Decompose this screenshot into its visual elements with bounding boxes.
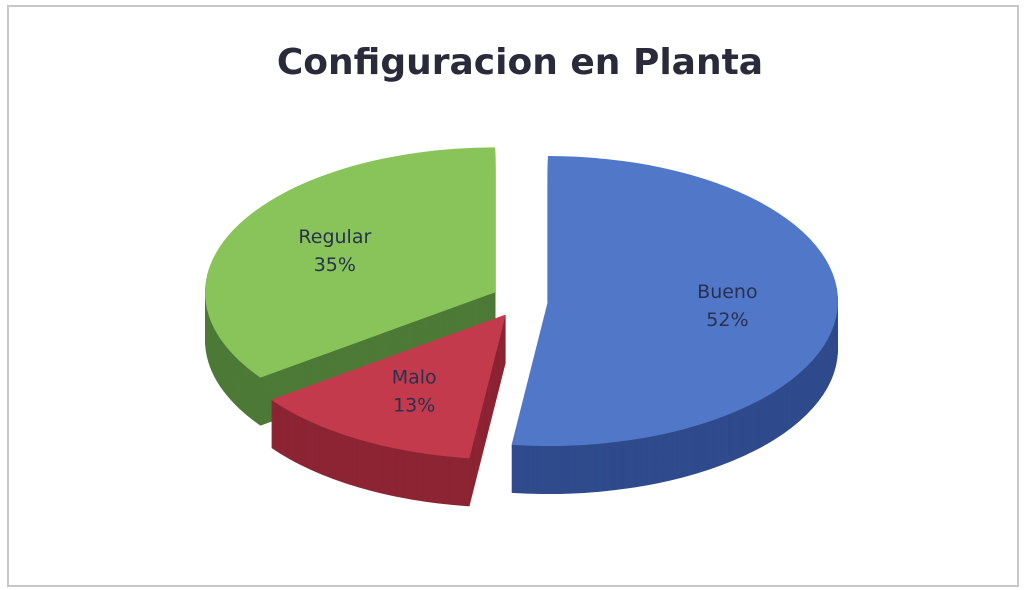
slice-value-label: 52% bbox=[706, 309, 748, 331]
chart-title: Configuracion en Planta bbox=[277, 42, 763, 83]
slice-label: Regular bbox=[298, 226, 371, 248]
chart-frame bbox=[7, 5, 1019, 587]
slice bbox=[511, 156, 838, 447]
pie: Bueno 52% Malo 13% Regular 35% bbox=[205, 147, 838, 507]
slice bbox=[205, 147, 496, 378]
slice-value-label: 35% bbox=[314, 254, 356, 276]
slice-label: Malo bbox=[392, 366, 437, 388]
slice bbox=[271, 314, 506, 459]
slice-value-label: 13% bbox=[393, 394, 435, 416]
slice-label: Bueno bbox=[697, 281, 757, 303]
